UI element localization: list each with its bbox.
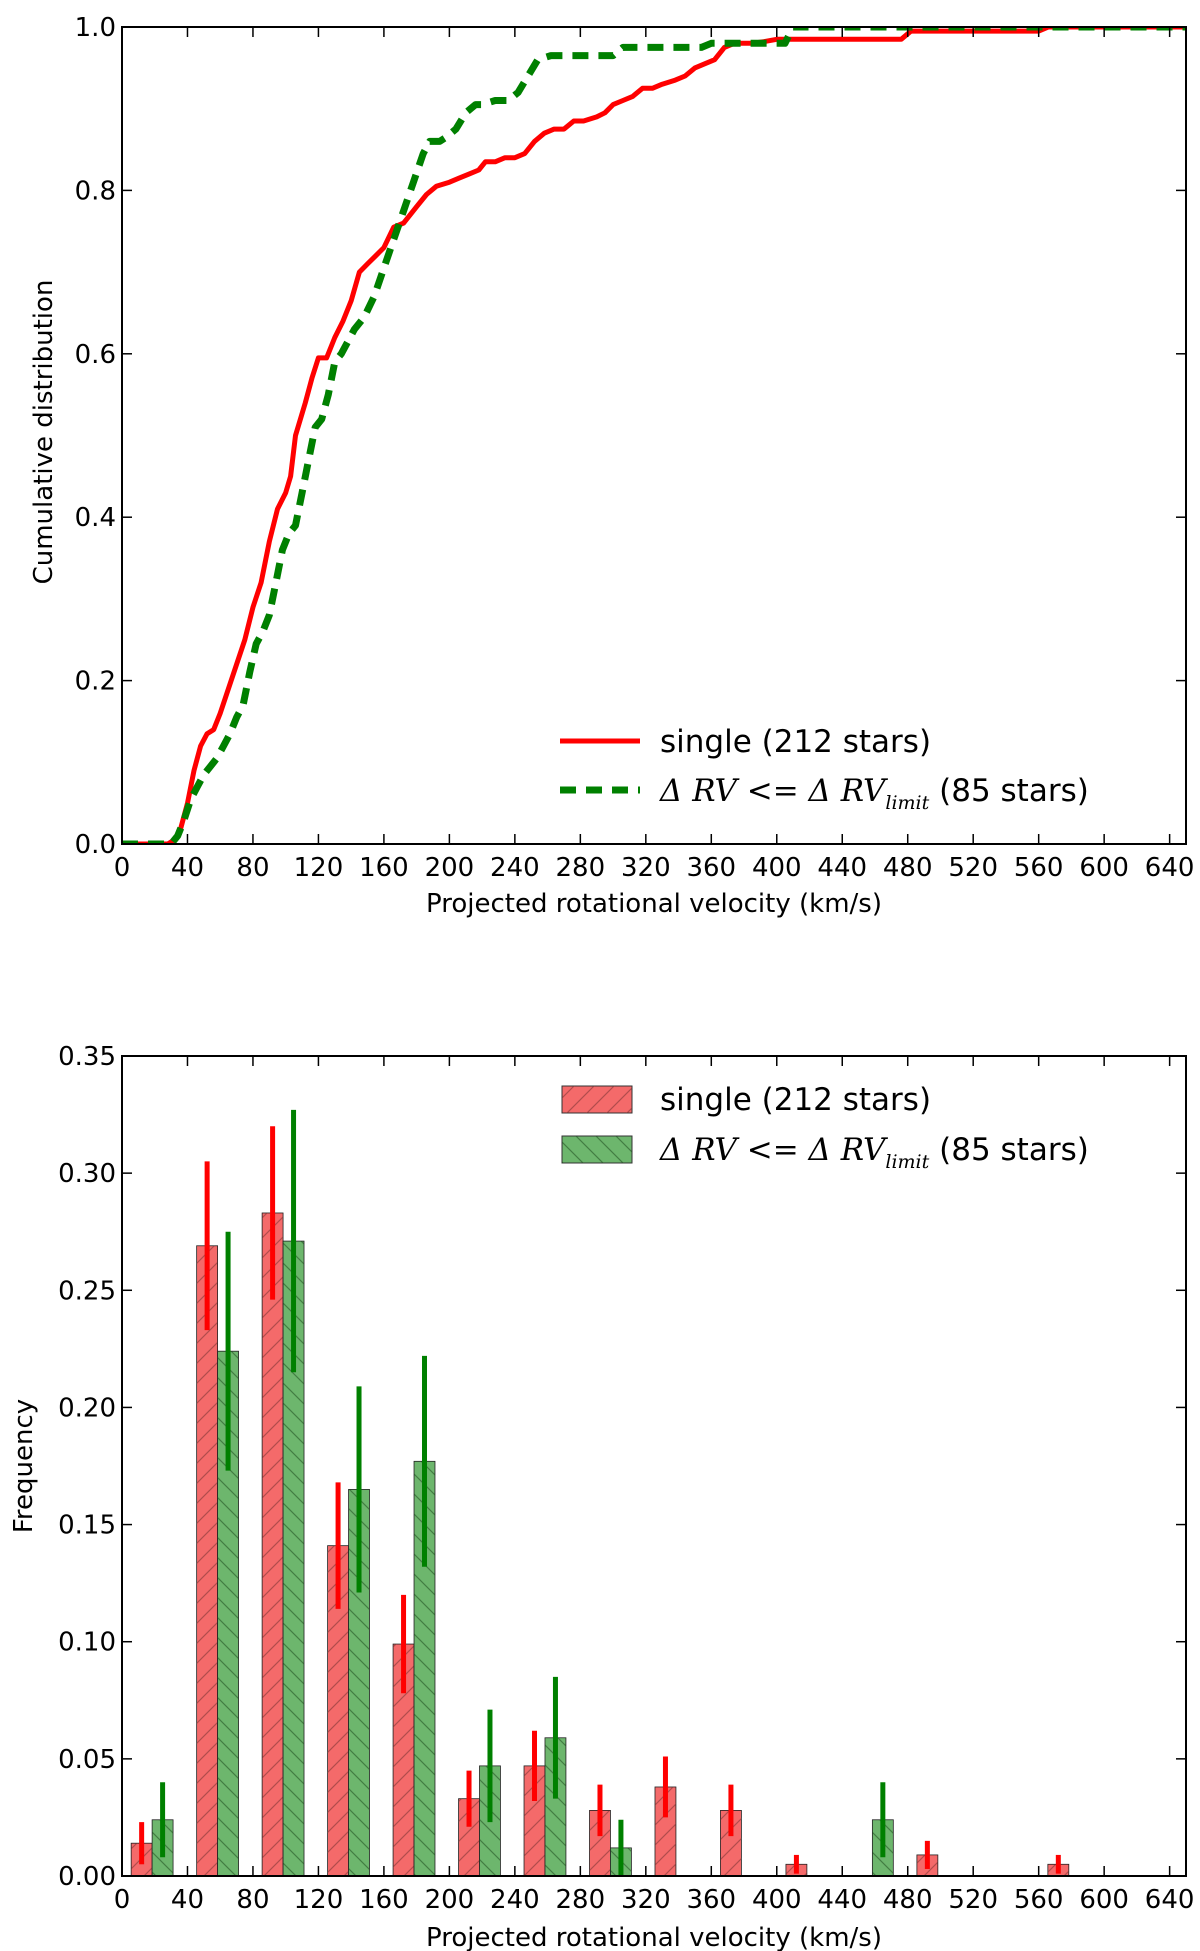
hist-bar-hatch-series-0 <box>524 1765 545 1876</box>
cdf-x-tick-label: 520 <box>948 853 998 883</box>
cdf-legend: single (212 stars) Δ RV <= Δ RVlimit (85… <box>560 724 1089 814</box>
cdf-axes-frame <box>121 26 1187 845</box>
cdf-x-tick-label: 360 <box>686 853 736 883</box>
hist-bar-hatch-series-0 <box>654 1786 676 1876</box>
hist-bar-hatch-series-0 <box>720 1810 742 1876</box>
hist-bar-hatch-series-1 <box>414 1461 435 1876</box>
hist-bars-group <box>130 1109 1070 1877</box>
cdf-x-tick-label: 160 <box>359 853 409 883</box>
cdf-x-tick-label: 280 <box>556 853 606 883</box>
cdf-y-tick-label: 0.0 <box>75 830 116 860</box>
hist-x-tick-label: 600 <box>1079 1885 1129 1915</box>
cdf-series-line-1 <box>122 27 1186 844</box>
hist-y-tick-label: 0.30 <box>58 1159 116 1189</box>
hist-x-tick-label: 120 <box>294 1885 344 1915</box>
hist-y-tick-label: 0.10 <box>58 1628 116 1658</box>
cdf-x-tick-label: 480 <box>883 853 933 883</box>
hist-bar-hatch-series-1 <box>544 1737 566 1876</box>
hist-x-tick-label: 520 <box>948 1885 998 1915</box>
hist-x-tick-label: 320 <box>621 1885 671 1915</box>
hist-bar-hatch-series-0 <box>589 1810 611 1876</box>
cdf-y-axis-label: Cumulative distribution <box>29 280 59 585</box>
hist-x-tick-label: 560 <box>1014 1885 1064 1915</box>
hist-bar-hatch-series-0 <box>327 1545 349 1876</box>
hist-bar-hatch-series-1 <box>348 1489 370 1876</box>
cdf-x-tick-label: 320 <box>621 853 671 883</box>
hist-x-tick-label: 200 <box>425 1885 475 1915</box>
hist-bar-hatch-series-0 <box>262 1212 284 1876</box>
cdf-legend-label-single: single (212 stars) <box>660 724 931 760</box>
hist-bar-hatch-series-0 <box>196 1245 218 1876</box>
cdf-x-tick-label: 200 <box>425 853 475 883</box>
hist-axes-frame <box>121 1055 1187 1877</box>
hist-x-tick-label: 160 <box>359 1885 409 1915</box>
cdf-x-tick-label: 560 <box>1014 853 1064 883</box>
hist-bar-hatch-series-0 <box>393 1644 415 1876</box>
cdf-x-tick-label: 440 <box>817 853 867 883</box>
hist-x-tick-label: 360 <box>686 1885 736 1915</box>
cdf-series-group <box>122 27 1186 844</box>
cumulative-distribution-chart: 0 40 80 120 160 200 240 280 320 360 400 440 480 520 56… <box>29 13 1195 919</box>
hist-x-tick-label: 400 <box>752 1885 802 1915</box>
hist-legend-label-single: single (212 stars) <box>660 1082 931 1118</box>
hist-legend: single (212 stars) Δ RV <= Δ RVlimit (85… <box>561 1082 1089 1173</box>
hist-y-tick-label: 0.00 <box>58 1862 116 1892</box>
cdf-x-tick-label: 400 <box>752 853 802 883</box>
hist-y-tick-label: 0.35 <box>58 1042 116 1072</box>
cdf-x-tick-label: 80 <box>236 853 269 883</box>
hist-legend-label-drv: Δ RV <= Δ RVlimit (85 stars) <box>659 1132 1089 1173</box>
cdf-y-tick-label: 1.0 <box>75 13 116 43</box>
cdf-ticks: 0 40 80 120 160 200 240 280 320 360 400 440 480 520 56… <box>75 13 1195 883</box>
hist-y-tick-label: 0.20 <box>58 1393 116 1423</box>
hist-x-tick-label: 240 <box>490 1885 540 1915</box>
cdf-y-tick-label: 0.2 <box>75 667 116 697</box>
hist-x-tick-label: 640 <box>1145 1885 1195 1915</box>
cdf-x-tick-label: 600 <box>1079 853 1129 883</box>
hist-ticks: 0 40 80 120 160 200 240 280 320 360 400 440 480 520 56… <box>58 1042 1194 1915</box>
hist-y-tick-label: 0.05 <box>58 1745 116 1775</box>
hist-x-tick-label: 280 <box>556 1885 606 1915</box>
cdf-x-tick-label: 0 <box>114 853 131 883</box>
cdf-plot-area <box>122 27 1186 844</box>
cdf-x-tick-label: 120 <box>294 853 344 883</box>
hist-x-tick-label: 80 <box>236 1885 269 1915</box>
hist-bar-hatch-series-0 <box>458 1798 480 1876</box>
cdf-y-tick-label: 0.8 <box>75 176 116 206</box>
cdf-x-axis-label: Projected rotational velocity (km/s) <box>426 889 882 919</box>
hist-y-tick-label: 0.15 <box>58 1511 116 1541</box>
hist-x-tick-label: 0 <box>114 1885 131 1915</box>
hist-y-tick-label: 0.25 <box>58 1276 116 1306</box>
hist-x-tick-label: 40 <box>171 1885 204 1915</box>
hist-bar-hatch-series-1 <box>283 1241 305 1876</box>
cdf-legend-label-drv: Δ RV <= Δ RVlimit (85 stars) <box>659 773 1089 814</box>
hist-x-tick-label: 440 <box>817 1885 867 1915</box>
cdf-y-tick-label: 0.6 <box>75 340 116 370</box>
hist-y-axis-label: Frequency <box>9 1399 39 1533</box>
cdf-x-tick-label: 640 <box>1145 853 1195 883</box>
hist-x-tick-label: 480 <box>883 1885 933 1915</box>
hist-x-axis-label: Projected rotational velocity (km/s) <box>426 1923 882 1951</box>
cdf-x-tick-label: 240 <box>490 853 540 883</box>
cdf-x-tick-label: 40 <box>171 853 204 883</box>
frequency-histogram-chart: 0 40 80 120 160 200 240 280 320 360 400 440 480 520 56… <box>9 1042 1194 1951</box>
cdf-y-tick-label: 0.4 <box>75 503 116 533</box>
hist-bar-hatch-series-1 <box>217 1351 239 1876</box>
